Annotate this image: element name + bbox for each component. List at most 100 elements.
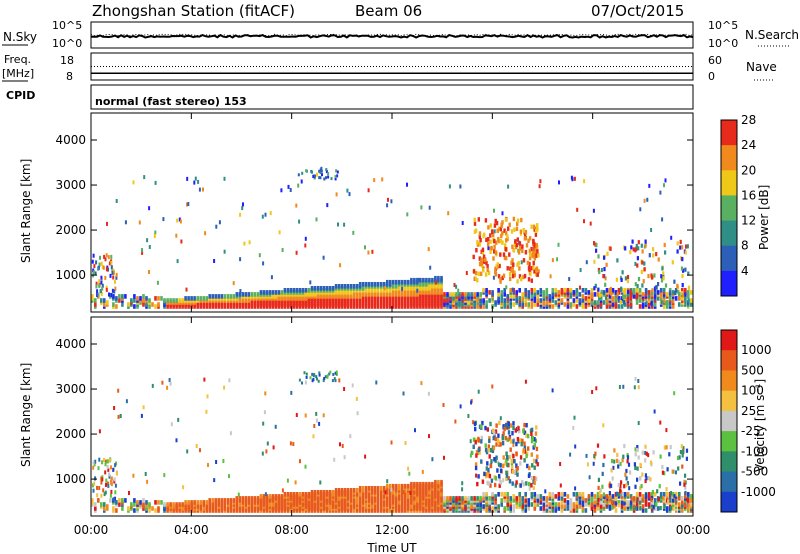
heatmap-cell	[527, 290, 530, 295]
heatmap-cell	[554, 494, 558, 499]
heatmap-cell	[649, 477, 652, 482]
heatmap-cell	[681, 257, 684, 262]
heatmap-cell	[516, 472, 519, 477]
heatmap-cell	[620, 500, 624, 505]
cpid-panel: CPID normal (fast stereo) 153	[6, 84, 694, 110]
heatmap-cell	[148, 298, 151, 303]
heatmap-cell	[523, 430, 527, 435]
heatmap-cell	[435, 280, 437, 285]
heatmap-cell	[235, 496, 239, 501]
heatmap-cell	[687, 290, 690, 295]
heatmap-cell	[659, 492, 663, 497]
heatmap-cell	[169, 502, 172, 507]
heatmap-cell	[578, 500, 582, 505]
heatmap-cell	[532, 265, 535, 270]
heatmap-cell	[584, 304, 588, 309]
heatmap-cell	[590, 492, 594, 497]
heatmap-cell	[525, 453, 528, 459]
heatmap-cell	[602, 502, 606, 507]
heatmap-cell	[281, 248, 284, 252]
colorbar-swatch	[721, 195, 737, 222]
heatmap-cell	[602, 290, 606, 295]
heatmap-cell	[613, 503, 616, 508]
heatmap-cell	[638, 304, 642, 309]
heatmap-cell	[542, 300, 546, 305]
heatmap-cell	[527, 294, 530, 299]
heatmap-cell	[635, 506, 639, 511]
heatmap-cell	[253, 292, 257, 297]
heatmap-cell	[502, 273, 506, 278]
heatmap-cell	[489, 463, 493, 469]
heatmap-cell	[525, 423, 528, 428]
heatmap-cell	[428, 481, 431, 487]
heatmap-cell	[520, 442, 523, 447]
heatmap-cell	[489, 223, 492, 228]
heatmap-cell	[105, 253, 108, 258]
heatmap-cell	[533, 437, 536, 442]
heatmap-cell	[461, 487, 464, 492]
heatmap-cell	[619, 461, 622, 467]
heatmap-cell	[680, 266, 684, 271]
heatmap-cell	[339, 263, 342, 268]
heatmap-cell	[521, 504, 524, 509]
heatmap-cell	[660, 294, 663, 299]
heatmap-cell	[307, 492, 311, 497]
heatmap-cell	[590, 498, 594, 503]
heatmap-cell	[505, 255, 508, 261]
heatmap-cell	[337, 488, 341, 493]
heatmap-cell	[358, 282, 362, 287]
heatmap-cell	[566, 506, 570, 511]
heatmap-cell	[474, 440, 477, 445]
heatmap-cell	[587, 298, 591, 303]
heatmap-cell	[232, 498, 236, 503]
heatmap-cell	[145, 500, 148, 505]
heatmap-cell	[665, 506, 669, 511]
heatmap-cell	[523, 458, 526, 463]
heatmap-cell	[645, 493, 648, 498]
heatmap-cell	[528, 481, 531, 487]
heatmap-cell	[639, 462, 642, 468]
heatmap-cell	[608, 294, 612, 299]
heatmap-cell	[202, 187, 204, 192]
heatmap-cell	[495, 442, 498, 447]
heatmap-cell	[528, 248, 532, 254]
heatmap-cell	[132, 473, 135, 478]
heatmap-cell	[521, 438, 524, 444]
heatmap-cell	[148, 206, 151, 211]
heatmap-cell	[169, 298, 172, 303]
heatmap-cell	[316, 172, 319, 177]
heatmap-cell	[420, 205, 423, 210]
heatmap-cell	[511, 265, 514, 270]
heatmap-cell	[682, 446, 685, 451]
heatmap-cell	[419, 277, 422, 283]
heatmap-cell	[528, 261, 531, 267]
heatmap-cell	[623, 288, 627, 293]
heatmap-cell	[499, 480, 502, 485]
heatmap-cell	[533, 269, 536, 274]
heatmap-cell	[615, 491, 618, 496]
heatmap-cell	[478, 261, 482, 267]
heatmap-cell	[208, 498, 211, 503]
heatmap-cell	[304, 288, 308, 293]
heatmap-cell	[334, 488, 338, 493]
heatmap-cell	[110, 489, 113, 494]
heatmap-cell	[497, 492, 500, 497]
heatmap-cell	[656, 489, 659, 494]
heatmap-cell	[95, 281, 98, 286]
heatmap-cell	[110, 465, 112, 470]
heatmap-cell	[574, 486, 577, 491]
heatmap-cell	[626, 481, 629, 486]
heatmap-cell	[446, 496, 449, 501]
heatmap-cell	[687, 492, 690, 497]
heatmap-cell	[467, 414, 470, 418]
heatmap-cell	[311, 372, 314, 376]
heatmap-cell	[301, 381, 303, 385]
heatmap-cell	[334, 177, 337, 181]
heatmap-cell	[470, 400, 473, 405]
heatmap-cell	[124, 220, 127, 225]
heatmap-cell	[569, 504, 573, 509]
heatmap-cell	[330, 177, 333, 181]
heatmap-cell	[136, 500, 139, 505]
heatmap-cell	[525, 243, 529, 248]
heatmap-cell	[447, 211, 450, 216]
